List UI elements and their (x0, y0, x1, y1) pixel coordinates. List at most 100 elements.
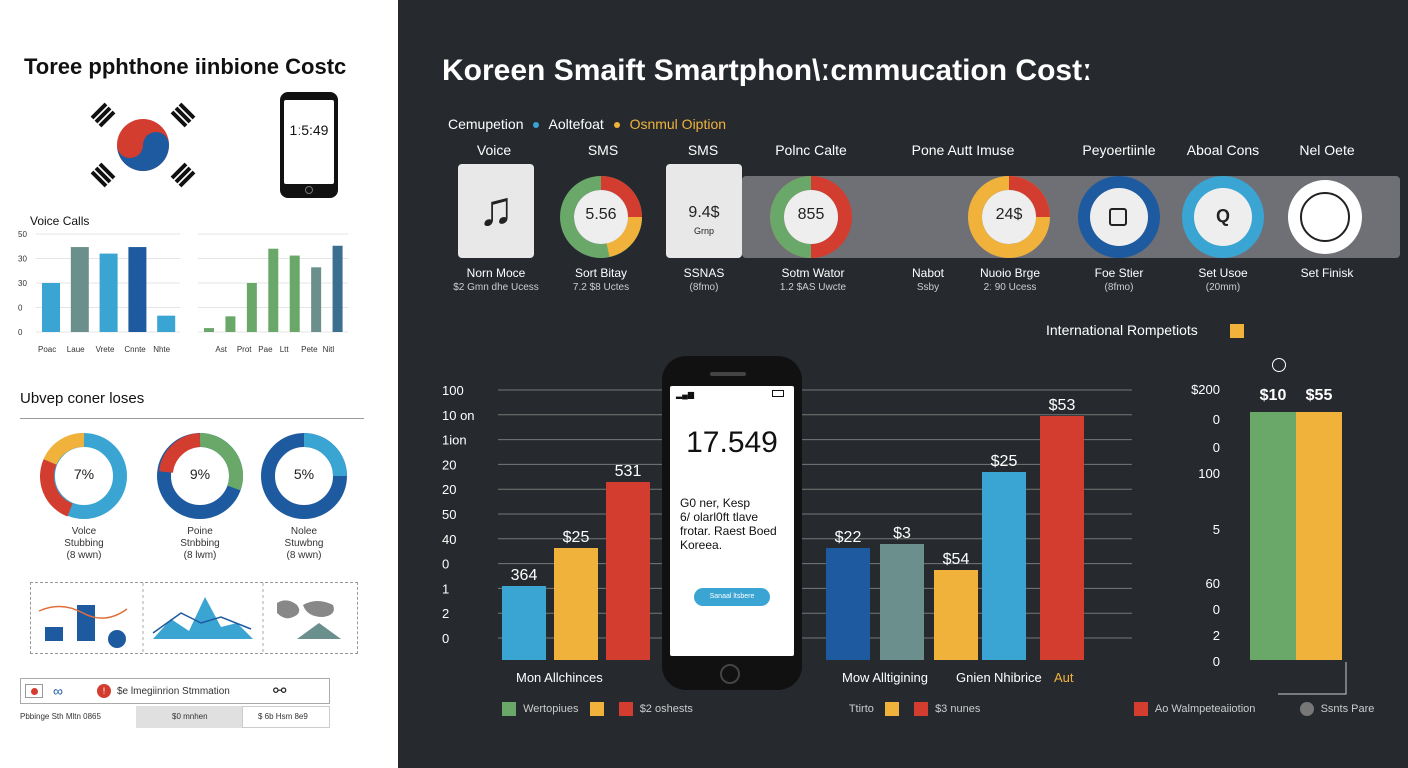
mini-chart1-xlabel: Cnnte (124, 345, 146, 354)
tile-4-sub: 1.2 $AS Uwcte (779, 282, 847, 293)
home-button-icon[interactable] (720, 664, 740, 684)
music-note-icon: ♫ (478, 183, 514, 236)
tile-donut-2 (768, 174, 854, 260)
phone-cta-button[interactable]: Sanaal ltsbere (694, 588, 770, 606)
mini-chart1-xlabel: Poac (38, 345, 56, 354)
tile-1-label: Norn Moce (466, 266, 526, 280)
tile-7-sub: (20mm) (1205, 282, 1241, 293)
tile-ring-3[interactable] (1288, 180, 1362, 254)
mini-chart2-bar (225, 316, 236, 332)
battery-icon (772, 390, 784, 397)
bottom-legend-5: Ao Walmpeteaiiotion (1154, 702, 1256, 715)
phone-big-value: 17.549 (686, 426, 778, 459)
tile-4-label: Sotm Wator (781, 266, 845, 280)
card-tile[interactable]: 9.4$ Grnp (666, 164, 742, 258)
mini-chart1-bar (70, 247, 89, 332)
column-head-8: Nel Oete (1299, 142, 1355, 158)
x-label-4: Nhibrice (994, 670, 1042, 685)
right-panel: Koreen Smaift Smartphon\ːcmmucation Cost… (398, 0, 1408, 768)
legend-item-3: Osnmul Oiption (629, 116, 727, 132)
phone-text-3: frotar. Raest Boed (680, 524, 777, 538)
tile-donut-3 (966, 174, 1052, 260)
korea-flag-icon (88, 100, 198, 190)
donut-1-sub2: (8 wwn) (66, 550, 102, 561)
legend-dot-blue (533, 122, 540, 129)
mini-chart1-title: Voice Calls (30, 214, 90, 228)
bottom-legend-sq6 (1134, 702, 1149, 716)
donut-3-label: Nolee (290, 526, 318, 537)
donut-2-sub2: (8 lwm) (183, 550, 217, 561)
card-tile-value: 9.4$ (688, 204, 720, 221)
main-chart-bar-label: $22 (835, 529, 862, 546)
main-chart-bar (606, 482, 650, 660)
card-tile-small: Grnp (693, 226, 714, 236)
column-head-3: SMS (687, 142, 719, 158)
x-label-2: Mow Alltigining (842, 670, 928, 685)
footer-row2c-box (242, 706, 330, 728)
main-chart-ytick: 10 on (442, 408, 475, 423)
main-chart-bar (982, 472, 1026, 660)
column-head-1: Voice (476, 142, 512, 158)
tile-5-sub: 2ː 90 Ucess (983, 282, 1037, 293)
mini-chart2-xlabel: Pae (258, 345, 273, 354)
bottom-legend-6: Ssnts Pare (1320, 702, 1375, 715)
music-tile[interactable]: ♫ (458, 164, 534, 258)
divider (20, 418, 364, 419)
bottom-legend-sq1 (502, 702, 516, 716)
left-panel: Toree pphthone iinbione Costc 1ː5:49 Voi… (0, 0, 398, 768)
right-chart-ytick: 60 (1206, 576, 1220, 591)
square-icon (1109, 208, 1127, 226)
right-chart-ytick: 0 (1213, 412, 1220, 427)
donut-3-value: 5% (293, 466, 315, 482)
bottom-legend-sq2 (589, 702, 604, 716)
link-icon: ∞ (53, 683, 63, 699)
info-circle-icon[interactable] (1272, 358, 1286, 372)
bottom-legend-4: $3 nunes (935, 702, 981, 715)
right-chart-ytick: 100 (1198, 466, 1220, 481)
column-head-6: Peyoertiinle (1082, 142, 1156, 158)
bottom-legend-sq3 (618, 702, 633, 716)
alert-badge-icon: ! (97, 684, 111, 698)
tile-5-label: Nuoio Brge (979, 266, 1041, 280)
tile-ring-2[interactable]: Q (1182, 176, 1264, 258)
tile-6-sub: (8fmo) (1104, 282, 1134, 293)
tile-ring-1[interactable] (1078, 176, 1160, 258)
mini-chart2-svg: Ast Prot Pae Ltt Pete Nitl (198, 233, 348, 354)
footer-row2a: Pbbinge Sth Mltn 0865 (20, 712, 101, 721)
footer-row: ∞ ! $e lmegiinrion Stmmation ⚯ (20, 678, 330, 704)
right-chart-bar-label: $55 (1306, 387, 1333, 404)
legend-item-1: Cemupetion (448, 116, 524, 132)
right-chart-ytick: $200 (1191, 382, 1220, 397)
main-chart-ytick: 40 (442, 532, 456, 547)
phone-time: 1ː5:49 (289, 122, 329, 138)
bottom-legend-3: Ttirto (848, 702, 874, 715)
main-chart-bar-label: $53 (1049, 397, 1076, 414)
main-chart-bar (826, 548, 870, 660)
column-head-2: SMS (587, 142, 619, 158)
mini-chart1-svg: 50 30 30 0 0 Poac Laue Vrete Cnnte Nhte (18, 230, 180, 354)
main-chart-ytick: 20 (442, 482, 456, 497)
legend-item-2: Aoltefoat (548, 116, 604, 132)
donut-3 (260, 432, 348, 520)
right-chart-bar (1250, 412, 1296, 660)
legend-dot-yellow (613, 122, 620, 129)
mini-chart1-xlabel: Laue (67, 345, 85, 354)
main-chart-ytick: 0 (442, 557, 449, 572)
tile-donut-1 (558, 174, 644, 260)
donut-2-label: Poine (187, 526, 213, 537)
donut-2-value: 9% (189, 466, 211, 482)
column-head-7: Aboal Cons (1186, 142, 1260, 158)
bottom-legend-2: $2 oshests (639, 702, 693, 715)
mini-chart1-ytick: 30 (18, 279, 27, 288)
right-chart-bar-label: $10 (1260, 387, 1287, 404)
intl-legend-square (1230, 324, 1244, 338)
main-chart-bar (880, 544, 924, 660)
right-chart-ytick: 5 (1213, 522, 1220, 537)
mini-chart1-bar (128, 247, 147, 332)
mini-panels (30, 582, 358, 655)
main-chart-bar (502, 586, 546, 660)
tile-3-sub: (8fmo) (689, 282, 719, 293)
mini-chart2-bar (311, 267, 322, 332)
donut-1-value: 7% (73, 466, 95, 482)
